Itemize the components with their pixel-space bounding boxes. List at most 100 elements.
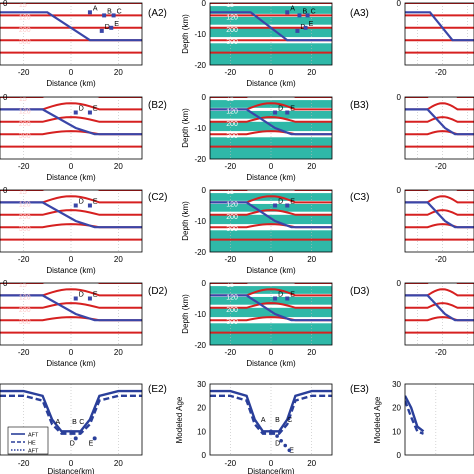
isotherm-label: 300 <box>19 319 31 326</box>
sample-point-label: E <box>93 106 98 113</box>
age-tick-label: 20 <box>197 404 206 413</box>
cross-section-panel: 0 -20 <box>397 279 474 357</box>
panel-frame <box>209 2 333 66</box>
panel-frame <box>209 383 333 456</box>
isotherm-line <box>405 283 474 284</box>
legend-label: HE <box>28 441 36 447</box>
x-tick-label: -20 <box>225 348 237 357</box>
cross-section-panel: 0 -20 <box>397 186 474 264</box>
x-tick-label: -20 <box>225 162 237 171</box>
sample-point <box>102 13 107 18</box>
sample-point-label: E <box>114 21 119 28</box>
isotherm-label: 120 <box>19 14 31 21</box>
depth-tick-label: 0 <box>397 186 402 195</box>
sample-point-label: D <box>275 441 280 448</box>
x-tick-label: 20 <box>307 348 316 357</box>
depth-axis-label: Depth (km) <box>181 201 190 241</box>
x-axis-label: Distance(km) <box>47 467 94 474</box>
sample-point-label: E <box>93 199 98 206</box>
panel-frame <box>209 189 333 253</box>
depth-tick-label: 0 <box>202 186 207 195</box>
depth-tick-label: -10 <box>194 30 206 39</box>
panel-frame <box>404 189 474 253</box>
mountain-topography <box>425 283 460 284</box>
panel-label: (C2) <box>148 192 167 203</box>
fault-line <box>405 294 474 322</box>
depth-tick-label: -10 <box>194 124 206 133</box>
depth-tick-label: 0 <box>3 0 8 8</box>
x-tick-label: 0 <box>69 348 74 357</box>
x-axis-label: Distance (km) <box>246 359 296 368</box>
age-plot-content <box>405 384 437 455</box>
sample-point <box>287 448 292 453</box>
x-tick-label: -20 <box>18 68 30 77</box>
x-axis-label: Distance (km) <box>46 173 96 182</box>
sample-point <box>83 182 87 186</box>
age-tick-label: 30 <box>197 380 206 389</box>
sample-point <box>283 443 288 448</box>
isotherm-label: 300 <box>19 133 31 140</box>
isotherm-label: 120 <box>19 294 31 301</box>
depth-axis-label: Depth (km) <box>181 294 190 334</box>
x-axis-label: Distance (km) <box>46 79 96 88</box>
sample-point-label: E <box>290 106 295 113</box>
sample-point <box>285 10 290 15</box>
sample-point <box>273 110 278 115</box>
fault-line <box>405 201 474 229</box>
sample-point-label: D <box>278 106 283 113</box>
panel-label: (A2) <box>148 8 167 19</box>
age-tick-label: 0 <box>397 451 402 460</box>
depth-tick-label: 0 <box>202 93 207 102</box>
legend-label: AFT <box>28 433 39 439</box>
panel-frame <box>404 2 474 66</box>
isotherm-label: 200 <box>19 307 31 314</box>
isotherm-line <box>210 283 332 284</box>
x-tick-label: 0 <box>69 68 74 77</box>
x-tick-label: 20 <box>114 348 123 357</box>
x-tick-label: 20 <box>114 68 123 77</box>
sample-point-label: B <box>107 8 112 15</box>
sample-point-label: A <box>93 5 98 12</box>
isotherm-label: 200 <box>226 27 238 34</box>
isotherm-label: 300 <box>19 39 31 46</box>
sample-point <box>303 25 308 30</box>
x-tick-label: 0 <box>69 459 74 468</box>
age-curve-he <box>405 400 424 435</box>
panel-content <box>405 190 474 252</box>
panel-frame <box>0 383 143 456</box>
crust-band <box>210 203 332 212</box>
isotherm-label: 15 <box>19 2 27 9</box>
sample-point <box>281 89 285 93</box>
panel-frame <box>209 282 333 346</box>
sample-point-label: C <box>117 8 122 15</box>
age-tick-label: 10 <box>392 427 401 436</box>
x-tick-label: -20 <box>435 348 447 357</box>
sample-point <box>60 275 64 279</box>
sample-point-label: A <box>261 417 266 424</box>
depth-tick-label: -10 <box>194 310 206 319</box>
x-tick-label: 20 <box>307 162 316 171</box>
sample-point-label: D <box>79 106 84 113</box>
isotherm-line <box>0 116 142 123</box>
x-tick-label: 0 <box>69 255 74 264</box>
panel-frame <box>0 189 143 253</box>
isotherm-label: 120 <box>226 14 238 21</box>
sample-point-label: E <box>89 441 94 448</box>
x-tick-label: -20 <box>18 255 30 264</box>
x-tick-label: 0 <box>69 162 74 171</box>
crust-band <box>210 296 332 305</box>
isotherm-line <box>0 302 142 309</box>
panel-content <box>405 97 474 159</box>
x-tick-label: 20 <box>307 255 316 264</box>
fault-line <box>210 201 332 229</box>
age-tick-label: 0 <box>202 451 207 460</box>
depth-tick-label: -20 <box>194 341 206 350</box>
isotherm-label: 300 <box>226 39 238 46</box>
isotherm-label: 300 <box>19 226 31 233</box>
x-axis-label: Distance (km) <box>46 359 96 368</box>
isotherm-label: 120 <box>19 108 31 115</box>
